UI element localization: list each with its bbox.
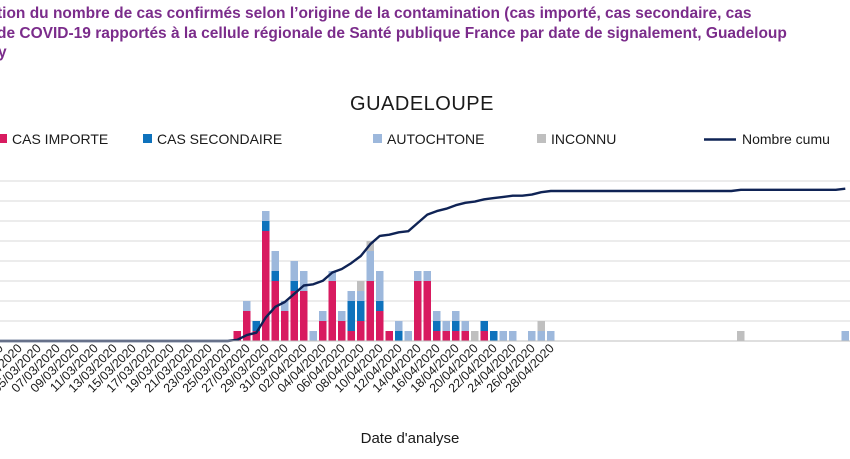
legend-label-inconnu: INCONNU bbox=[551, 131, 616, 147]
bar-autochtone bbox=[319, 311, 327, 321]
chart-x-tick-labels: 01/03/202003/03/202005/03/202007/03/2020… bbox=[0, 341, 557, 395]
bar-secondaire bbox=[262, 221, 270, 231]
bar-secondaire bbox=[357, 301, 365, 321]
bar-importe bbox=[414, 281, 422, 341]
bar-importe bbox=[376, 311, 384, 341]
bar-secondaire bbox=[452, 321, 460, 331]
bar-autochtone bbox=[309, 331, 317, 341]
bar-importe bbox=[243, 311, 251, 341]
chart-cumulative-line bbox=[0, 187, 846, 343]
bar-autochtone bbox=[376, 271, 384, 301]
bar-importe bbox=[357, 321, 365, 341]
chart-bars bbox=[233, 211, 849, 341]
bar-autochtone bbox=[452, 311, 460, 321]
bar-importe bbox=[480, 331, 488, 341]
bar-importe bbox=[328, 281, 336, 341]
chart-title: GUADELOUPE bbox=[350, 93, 494, 115]
caption-line-3: y bbox=[0, 44, 7, 61]
caption-line-2: de COVID-19 rapportés à la cellule régio… bbox=[0, 24, 787, 42]
bar-importe bbox=[366, 281, 374, 341]
bar-autochtone bbox=[281, 301, 289, 311]
bar-secondaire bbox=[433, 321, 441, 331]
legend-label-autochtone: AUTOCHTONE bbox=[387, 131, 485, 147]
bar-secondaire bbox=[271, 271, 279, 281]
chart-legend: CAS IMPORTE CAS SECONDAIRE AUTOCHTONE INCON… bbox=[0, 131, 830, 147]
bar-importe bbox=[338, 321, 346, 341]
bar-importe bbox=[300, 291, 308, 341]
bar-autochtone bbox=[499, 331, 507, 341]
bar-secondaire bbox=[252, 321, 260, 331]
bar-autochtone bbox=[404, 331, 412, 341]
bar-autochtone bbox=[461, 321, 469, 331]
bar-autochtone bbox=[300, 271, 308, 291]
bar-importe bbox=[252, 331, 260, 341]
legend-swatch-autochtone bbox=[373, 134, 382, 143]
bar-autochtone bbox=[442, 321, 450, 331]
legend-label-importe: CAS IMPORTE bbox=[12, 131, 108, 147]
bar-importe bbox=[347, 331, 355, 341]
bar-importe bbox=[461, 331, 469, 341]
bar-secondaire bbox=[480, 321, 488, 331]
legend-label-secondaire: CAS SECONDAIRE bbox=[157, 131, 282, 147]
legend-swatch-importe bbox=[0, 134, 7, 143]
figure-caption: tion du nombre de cas confirmés selon l’… bbox=[0, 4, 850, 63]
bar-secondaire bbox=[395, 331, 403, 341]
caption-line-1: tion du nombre de cas confirmés selon l’… bbox=[0, 5, 752, 22]
bar-autochtone bbox=[243, 301, 251, 311]
x-axis-label: Date d'analyse bbox=[361, 430, 460, 447]
bar-autochtone bbox=[547, 331, 555, 341]
bar-autochtone bbox=[395, 321, 403, 331]
bar-importe bbox=[262, 231, 270, 341]
bar-importe bbox=[271, 281, 279, 341]
bar-secondaire bbox=[490, 331, 498, 341]
bar-autochtone bbox=[509, 331, 517, 341]
bar-inconnu bbox=[537, 321, 545, 331]
bar-autochtone bbox=[366, 251, 374, 281]
bar-autochtone bbox=[328, 271, 336, 281]
bar-inconnu bbox=[357, 281, 365, 291]
bar-autochtone bbox=[841, 331, 849, 341]
bar-autochtone bbox=[271, 251, 279, 271]
bar-importe bbox=[233, 331, 241, 341]
bar-autochtone bbox=[262, 211, 270, 221]
bar-autochtone bbox=[423, 271, 431, 281]
bar-importe bbox=[281, 311, 289, 341]
bar-secondaire bbox=[376, 301, 384, 311]
bar-importe bbox=[290, 291, 298, 341]
bar-secondaire bbox=[290, 281, 298, 291]
bar-autochtone bbox=[347, 291, 355, 301]
bar-autochtone bbox=[528, 331, 536, 341]
bar-autochtone bbox=[338, 311, 346, 321]
bar-importe bbox=[442, 331, 450, 341]
legend-swatch-secondaire bbox=[143, 134, 152, 143]
bar-importe bbox=[452, 331, 460, 341]
bar-inconnu bbox=[737, 331, 745, 341]
bar-autochtone bbox=[357, 291, 365, 301]
bar-autochtone bbox=[433, 311, 441, 321]
bar-importe bbox=[433, 331, 441, 341]
legend-swatch-inconnu bbox=[537, 134, 546, 143]
bar-autochtone bbox=[537, 331, 545, 341]
legend-label-cumul: Nombre cumu bbox=[742, 131, 830, 147]
bar-inconnu bbox=[471, 331, 479, 341]
bar-importe bbox=[385, 331, 393, 341]
bar-autochtone bbox=[414, 271, 422, 281]
bar-secondaire bbox=[347, 301, 355, 331]
bar-importe bbox=[423, 281, 431, 341]
bar-autochtone bbox=[290, 261, 298, 281]
cumulative-line bbox=[0, 187, 846, 343]
bar-importe bbox=[319, 321, 327, 341]
